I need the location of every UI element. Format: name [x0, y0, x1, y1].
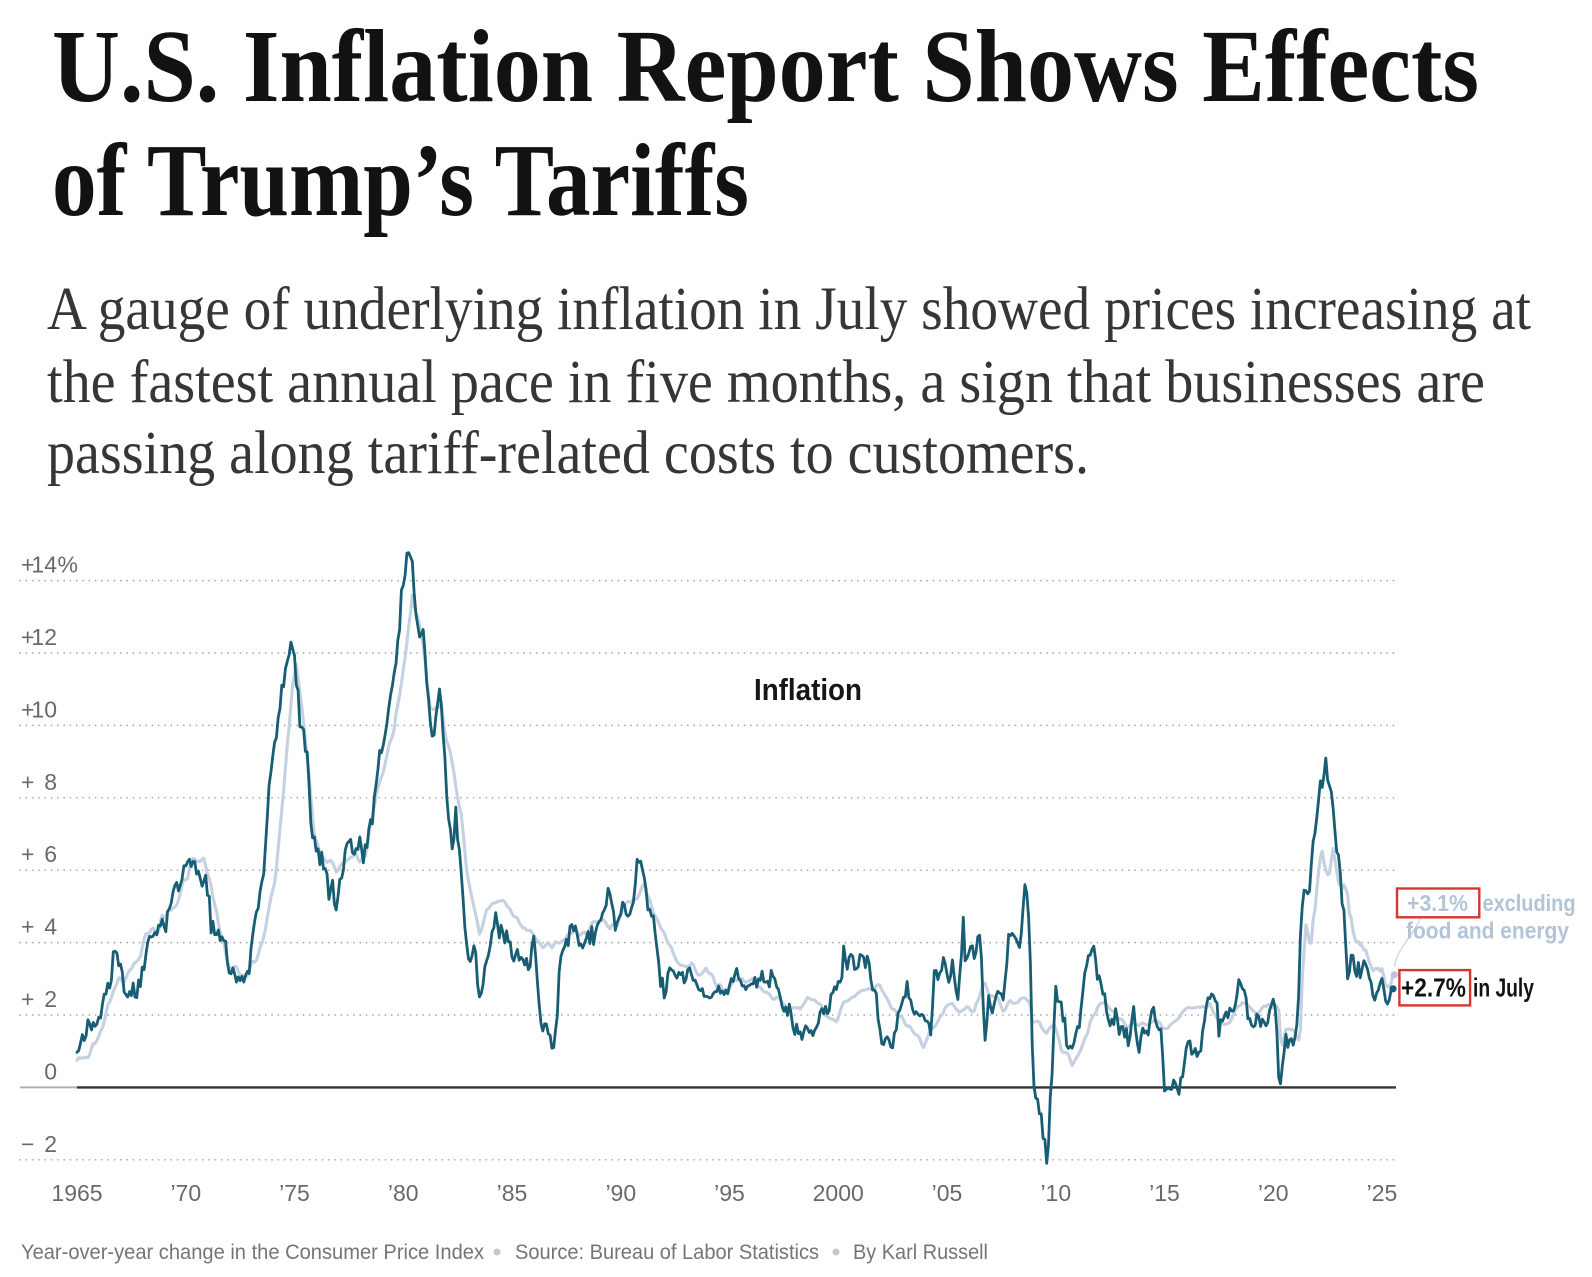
- svg-text:Year-over-year change in the C: Year-over-year change in the Consumer Pr…: [21, 1241, 484, 1264]
- svg-text:+: +: [21, 769, 34, 795]
- svg-text:A gauge of underlying inflatio: A gauge of underlying inflation in July …: [47, 276, 1531, 343]
- svg-text:’05: ’05: [932, 1180, 963, 1206]
- svg-text:+: +: [21, 552, 34, 578]
- svg-text:excluding: excluding: [1483, 890, 1576, 916]
- svg-text:’80: ’80: [388, 1180, 419, 1206]
- svg-text:Inflation: Inflation: [754, 672, 862, 707]
- svg-text:+: +: [21, 841, 34, 867]
- svg-text:10: 10: [31, 696, 57, 722]
- svg-text:’25: ’25: [1367, 1180, 1398, 1206]
- svg-text:6: 6: [44, 841, 57, 867]
- svg-text:in July: in July: [1473, 973, 1534, 1003]
- svg-text:1965: 1965: [51, 1180, 102, 1206]
- svg-text:2000: 2000: [813, 1180, 864, 1206]
- svg-text:14: 14: [31, 552, 57, 578]
- svg-text:2: 2: [44, 986, 57, 1012]
- svg-text:’70: ’70: [170, 1180, 201, 1206]
- svg-text:’75: ’75: [279, 1180, 310, 1206]
- svg-text:+: +: [21, 914, 34, 940]
- svg-text:’10: ’10: [1040, 1180, 1071, 1206]
- svg-text:0: 0: [44, 1058, 57, 1084]
- svg-text:’20: ’20: [1258, 1180, 1289, 1206]
- svg-text:+: +: [21, 624, 34, 650]
- svg-text:−: −: [21, 1131, 34, 1157]
- svg-text:U.S. Inflation Report Shows Ef: U.S. Inflation Report Shows Effects: [52, 9, 1479, 124]
- svg-text:12: 12: [31, 624, 57, 650]
- svg-text:’15: ’15: [1149, 1180, 1180, 1206]
- svg-text:’95: ’95: [714, 1180, 745, 1206]
- svg-text:passing along tariff-related c: passing along tariff-related costs to cu…: [47, 420, 1089, 487]
- svg-text:’90: ’90: [605, 1180, 636, 1206]
- svg-text:4: 4: [44, 914, 57, 940]
- svg-text:+2.7%: +2.7%: [1401, 973, 1466, 1003]
- svg-text:’85: ’85: [497, 1180, 528, 1206]
- svg-text:Source: Bureau of Labor Statis: Source: Bureau of Labor Statistics: [515, 1241, 819, 1264]
- svg-text:%: %: [58, 552, 78, 578]
- svg-text:food and energy: food and energy: [1406, 918, 1569, 944]
- svg-text:2: 2: [44, 1131, 57, 1157]
- svg-text:+3.1%: +3.1%: [1407, 890, 1468, 916]
- svg-text:+: +: [21, 696, 34, 722]
- svg-text:8: 8: [44, 769, 57, 795]
- svg-text:By Karl Russell: By Karl Russell: [853, 1241, 988, 1264]
- svg-text:+: +: [21, 986, 34, 1012]
- svg-text:of Trump’s Tariffs: of Trump’s Tariffs: [52, 123, 749, 238]
- svg-text:the fastest annual pace in fiv: the fastest annual pace in five months, …: [47, 349, 1485, 416]
